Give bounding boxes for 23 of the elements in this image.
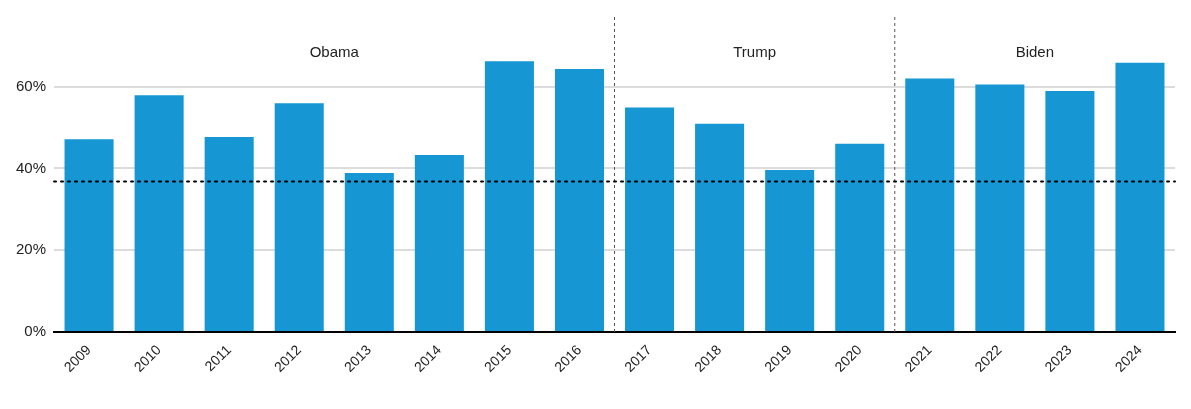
bar: [695, 123, 745, 332]
bar: [274, 103, 324, 332]
annotation: Trump: [733, 43, 777, 61]
bar: [64, 139, 114, 332]
bar: [134, 95, 184, 332]
bar: [975, 84, 1025, 332]
bar: [344, 172, 394, 332]
annotation: Obama: [309, 43, 360, 61]
y-tick-label: 20%: [15, 240, 47, 258]
annotation: Biden: [1015, 43, 1055, 61]
bar: [625, 107, 675, 332]
bar: [484, 61, 534, 332]
bar: [554, 68, 604, 332]
y-tick-label: 0%: [24, 322, 47, 340]
bar: [414, 154, 464, 332]
bar: [1115, 62, 1165, 332]
y-tick-label: 40%: [15, 158, 47, 176]
bar: [765, 170, 815, 332]
bar: [1045, 91, 1095, 332]
bar: [905, 78, 955, 332]
bar: [204, 136, 254, 332]
bar: [835, 143, 885, 332]
y-tick-label: 60%: [15, 76, 47, 94]
